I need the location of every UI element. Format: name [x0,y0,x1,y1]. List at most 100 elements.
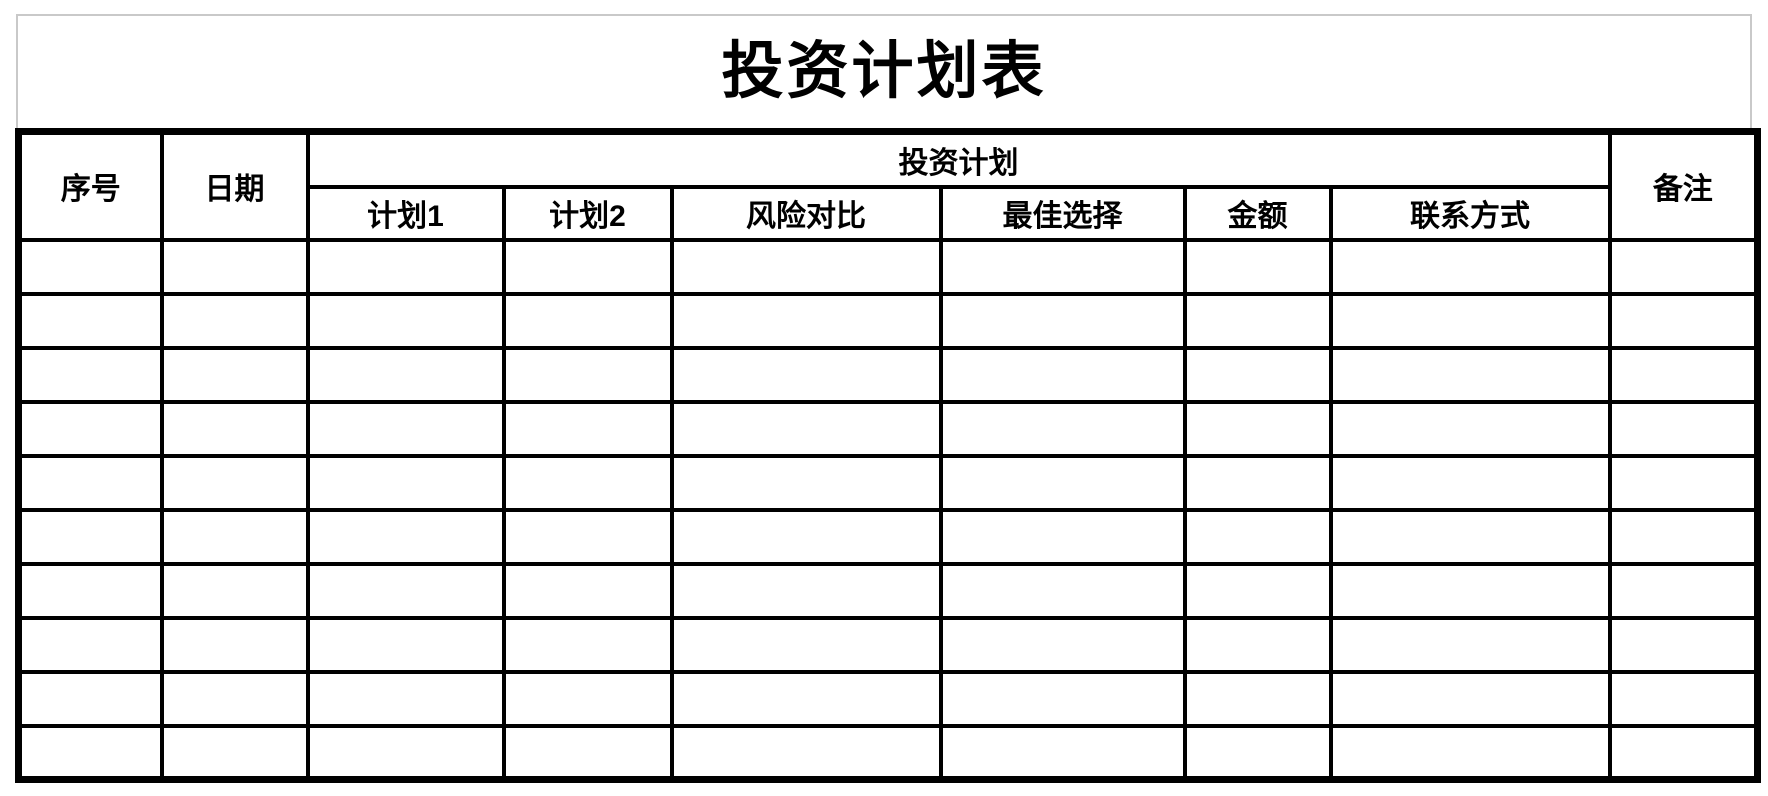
table-cell[interactable] [669,291,943,350]
table-cell[interactable] [1607,723,1760,782]
table-cell[interactable] [1182,561,1333,620]
table-cell[interactable] [501,507,674,566]
table-cell[interactable] [305,345,506,404]
table-cell[interactable] [16,345,164,404]
table-cell[interactable] [1607,345,1760,404]
table-cell[interactable] [1182,723,1333,782]
table-cell[interactable] [16,723,164,782]
table-cell[interactable] [159,399,310,458]
header-plan-group: 投资计划 [305,129,1612,189]
table-cell[interactable] [938,615,1187,674]
table-cell[interactable] [669,345,943,404]
table-cell[interactable] [1182,345,1333,404]
table-cell[interactable] [1607,291,1760,350]
table-cell[interactable] [1328,507,1612,566]
table-cell[interactable] [501,345,674,404]
table-cell[interactable] [501,453,674,512]
table-cell[interactable] [1607,561,1760,620]
table-cell[interactable] [1182,453,1333,512]
header-remarks: 备注 [1607,129,1760,242]
table-cell[interactable] [1328,723,1612,782]
table-cell[interactable] [938,507,1187,566]
table-cell[interactable] [159,345,310,404]
table-cell[interactable] [16,669,164,728]
table-cell[interactable] [159,669,310,728]
table-cell[interactable] [1328,561,1612,620]
table-cell[interactable] [938,399,1187,458]
table-cell[interactable] [669,237,943,296]
table-cell[interactable] [16,615,164,674]
table-cell[interactable] [159,561,310,620]
table-cell[interactable] [305,561,506,620]
table-cell[interactable] [1607,237,1760,296]
table-cell[interactable] [1607,669,1760,728]
table-cell[interactable] [501,291,674,350]
table-cell[interactable] [669,507,943,566]
table-cell[interactable] [1328,291,1612,350]
table-row [16,399,1760,458]
table-cell[interactable] [938,561,1187,620]
table-cell[interactable] [305,615,506,674]
table-cell[interactable] [1328,345,1612,404]
header-plan2: 计划2 [501,184,674,242]
table-cell[interactable] [501,669,674,728]
table-cell[interactable] [501,399,674,458]
header-amount: 金额 [1182,184,1333,242]
table-cell[interactable] [16,561,164,620]
table-cell[interactable] [938,669,1187,728]
table-cell[interactable] [1328,453,1612,512]
header-serial: 序号 [16,129,164,242]
table-cell[interactable] [1607,507,1760,566]
table-cell[interactable] [16,399,164,458]
table-cell[interactable] [1182,615,1333,674]
table-row [16,723,1760,782]
table-cell[interactable] [16,291,164,350]
table-cell[interactable] [669,399,943,458]
table-cell[interactable] [1328,237,1612,296]
table-cell[interactable] [159,453,310,512]
table-cell[interactable] [501,561,674,620]
header-risk-comparison: 风险对比 [669,184,943,242]
table-cell[interactable] [938,345,1187,404]
table-cell[interactable] [159,507,310,566]
table-cell[interactable] [1607,453,1760,512]
table-cell[interactable] [669,669,943,728]
table-cell[interactable] [1182,507,1333,566]
table-cell[interactable] [305,237,506,296]
table-cell[interactable] [501,723,674,782]
table-cell[interactable] [159,615,310,674]
table-cell[interactable] [305,669,506,728]
table-cell[interactable] [1607,615,1760,674]
table-cell[interactable] [669,561,943,620]
table-cell[interactable] [305,291,506,350]
table-cell[interactable] [159,237,310,296]
table-cell[interactable] [16,453,164,512]
table-cell[interactable] [305,453,506,512]
table-cell[interactable] [305,507,506,566]
table-cell[interactable] [669,453,943,512]
table-cell[interactable] [1182,291,1333,350]
table-cell[interactable] [1328,615,1612,674]
table-row [16,291,1760,350]
table-cell[interactable] [501,237,674,296]
table-cell[interactable] [159,723,310,782]
table-cell[interactable] [1182,669,1333,728]
table-cell[interactable] [16,507,164,566]
table-cell[interactable] [305,723,506,782]
table-cell[interactable] [1607,399,1760,458]
table-cell[interactable] [1328,399,1612,458]
table-cell[interactable] [1182,237,1333,296]
table-row [16,669,1760,728]
table-cell[interactable] [1328,669,1612,728]
table-cell[interactable] [938,723,1187,782]
table-cell[interactable] [501,615,674,674]
table-cell[interactable] [938,237,1187,296]
table-cell[interactable] [938,453,1187,512]
table-cell[interactable] [669,615,943,674]
table-cell[interactable] [938,291,1187,350]
table-cell[interactable] [159,291,310,350]
table-cell[interactable] [305,399,506,458]
table-cell[interactable] [1182,399,1333,458]
table-cell[interactable] [16,237,164,296]
table-cell[interactable] [669,723,943,782]
